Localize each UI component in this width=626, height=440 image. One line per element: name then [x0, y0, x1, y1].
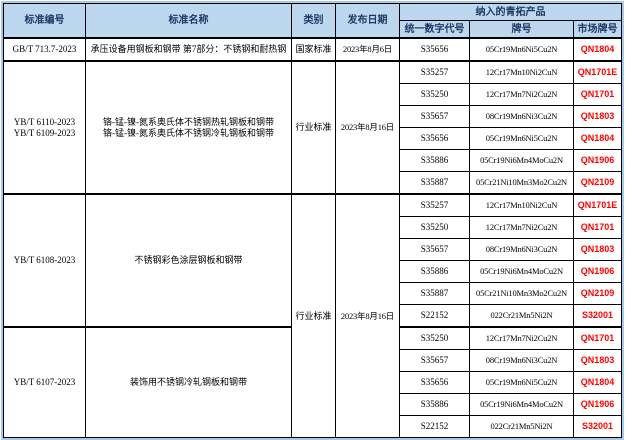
unified-code-cell: S35887: [399, 282, 470, 305]
market-grade-cell: QN1803: [572, 349, 623, 372]
unified-code-cell: S22152: [399, 304, 470, 328]
header-publish-date: 发布日期: [335, 3, 400, 39]
grade-cell: 05Cr19Mn6Ni5Cu2N: [469, 371, 574, 394]
table-row: S22152 022Cr21Mn5Ni2N S32001: [4, 415, 623, 438]
standard-name-cell: 装饰用不锈钢冷轧钢板和钢带: [85, 326, 292, 438]
grade-cell: 05Cr21Ni10Mn3Mo2Cu2N: [469, 282, 574, 305]
grade-cell: 12Cr17Mn10Ni2CuN: [469, 193, 574, 217]
table-row: S35250 12Cr17Mn7Ni2Cu2N QN1701: [4, 83, 623, 106]
market-grade-cell: QN2109: [572, 171, 623, 195]
market-grade-cell: QN1804: [572, 371, 623, 394]
grade-cell: 05Cr19Mn6Ni5Cu2N: [469, 37, 574, 62]
table-row: YB/T 6107-2023 装饰用不锈钢冷轧钢板和钢带 S35250 12Cr17M…: [3, 326, 623, 438]
header-unified-code: 统一数字代号: [399, 20, 470, 39]
standard-name-cell: 承压设备用钢板和钢带 第7部分：不锈钢和耐热钢: [85, 37, 292, 62]
unified-code-cell: S35250: [399, 326, 470, 350]
market-grade-cell: QN1701E: [572, 193, 623, 217]
table-row: S35656 05Cr19Mn6Ni5Cu2N QN1804: [4, 127, 623, 150]
unified-code-cell: S35886: [399, 149, 470, 172]
header-products-group: 纳入的青拓产品: [398, 3, 623, 21]
standard-name-cell: 不锈钢彩色涂层钢板和钢带: [85, 193, 292, 328]
header-market-grade: 市场牌号: [572, 20, 623, 39]
header-grade: 牌号: [469, 20, 574, 39]
market-grade-cell: QN1906: [572, 393, 623, 416]
grade-cell: 05Cr19Ni6Mn4MoCu2N: [469, 393, 574, 416]
market-grade-cell: QN1701: [572, 83, 623, 106]
standard-number-cell: YB/T 6108-2023: [3, 193, 86, 328]
grade-cell: 08Cr19Mn6Ni3Cu2N: [469, 238, 574, 261]
market-grade-cell: QN1701: [572, 326, 623, 350]
table-body: GB/T 713.7-2023 承压设备用钢板和钢带 第7部分：不锈钢和耐热钢 国家…: [3, 37, 623, 438]
unified-code-cell: S35656: [399, 371, 470, 394]
grade-cell: 022Cr21Mn5Ni2N: [469, 304, 574, 328]
publish-date-cell: 2023年8月16日: [335, 193, 400, 438]
table-row: S35657 08Cr19Mn6Ni3Cu2N QN1803: [4, 105, 623, 128]
header-standard-name: 标准名称: [85, 3, 292, 39]
table-row: GB/T 713.7-2023 承压设备用钢板和钢带 第7部分：不锈钢和耐热钢 国家…: [3, 37, 623, 62]
unified-code-cell: S22152: [399, 415, 470, 438]
table-row: S35886 05Cr19Ni6Mn4MoCu2N QN1906: [4, 149, 623, 172]
grade-cell: 12Cr17Mn10Ni2CuN: [469, 60, 574, 84]
header-standard-number: 标准编号: [3, 3, 86, 39]
table-row: S35887 05Cr21Ni10Mn3Mo2Cu2N QN2109: [4, 282, 623, 305]
publish-date-cell: 2023年8月16日: [335, 60, 400, 195]
unified-code-cell: S35250: [399, 216, 470, 239]
standard-name-cell: 铬-锰-镍-氮系奥氏体不锈钢热轧钢板和钢带 铬-锰-镍-氮系奥氏体不锈钢冷轧钢板…: [85, 60, 292, 195]
market-grade-cell: QN2109: [572, 282, 623, 305]
standard-number-cell: GB/T 713.7-2023: [3, 37, 86, 62]
grade-cell: 022Cr21Mn5Ni2N: [469, 415, 574, 438]
unified-code-cell: S35887: [399, 171, 470, 195]
category-cell: 国家标准: [291, 37, 336, 62]
market-grade-cell: QN1906: [572, 149, 623, 172]
table-row: S35250 12Cr17Mn7Ni2Cu2N QN1701: [4, 216, 623, 239]
unified-code-cell: S35886: [399, 260, 470, 283]
unified-code-cell: S35886: [399, 393, 470, 416]
standard-number-cell: YB/T 6107-2023: [3, 326, 86, 438]
market-grade-cell: QN1906: [572, 260, 623, 283]
table-row: YB/T 6108-2023 不锈钢彩色涂层钢板和钢带 行业标准 2023年8月16日…: [3, 193, 623, 438]
unified-code-cell: S35657: [399, 349, 470, 372]
unified-code-cell: S35656: [399, 37, 470, 62]
grade-cell: 12Cr17Mn7Ni2Cu2N: [469, 216, 574, 239]
grade-cell: 08Cr19Mn6Ni3Cu2N: [469, 105, 574, 128]
market-grade-cell: S32001: [572, 415, 623, 438]
unified-code-cell: S35657: [399, 238, 470, 261]
table-row: S35886 05Cr19Ni6Mn4MoCu2N QN1906: [4, 260, 623, 283]
grade-cell: 12Cr17Mn7Ni2Cu2N: [469, 326, 574, 350]
market-grade-cell: QN1803: [572, 238, 623, 261]
unified-code-cell: S35257: [399, 60, 470, 84]
unified-code-cell: S35257: [399, 193, 470, 217]
table-row: S35656 05Cr19Mn6Ni5Cu2N QN1804: [4, 371, 623, 394]
market-grade-cell: QN1804: [572, 127, 623, 150]
table-header: 标准编号 标准名称 类别 发布日期 纳入的青拓产品 统一数字代号 牌号 市场牌号: [3, 3, 623, 39]
publish-date-cell: 2023年8月6日: [335, 37, 400, 62]
market-grade-cell: QN1701E: [572, 60, 623, 84]
header-row-top: 标准编号 标准名称 类别 发布日期 纳入的青拓产品: [3, 3, 623, 39]
table-row: S35887 05Cr21Ni10Mn3Mo2Cu2N QN2109: [4, 171, 623, 195]
market-grade-cell: S32001: [572, 304, 623, 328]
grade-cell: 05Cr19Ni6Mn4MoCu2N: [469, 260, 574, 283]
unified-code-cell: S35656: [399, 127, 470, 150]
category-cell: 行业标准: [291, 193, 336, 438]
table-row: S22152 022Cr21Mn5Ni2N S32001: [4, 304, 623, 328]
table-row: S35657 08Cr19Mn6Ni3Cu2N QN1803: [4, 238, 623, 261]
category-cell: 行业标准: [291, 60, 336, 195]
table-row: YB/T 6110-2023 YB/T 6109-2023 铬-锰-镍-氮系奥氏体…: [3, 60, 623, 195]
standards-table: 标准编号 标准名称 类别 发布日期 纳入的青拓产品 统一数字代号 牌号 市场牌号…: [3, 3, 623, 438]
grade-cell: 05Cr19Mn6Ni5Cu2N: [469, 127, 574, 150]
market-grade-cell: QN1804: [572, 37, 623, 62]
unified-code-cell: S35657: [399, 105, 470, 128]
grade-cell: 12Cr17Mn7Ni2Cu2N: [469, 83, 574, 106]
standard-number-cell: YB/T 6110-2023 YB/T 6109-2023: [3, 60, 86, 195]
market-grade-cell: QN1803: [572, 105, 623, 128]
unified-code-cell: S35250: [399, 83, 470, 106]
grade-cell: 08Cr19Mn6Ni3Cu2N: [469, 349, 574, 372]
grade-cell: 05Cr19Ni6Mn4MoCu2N: [469, 149, 574, 172]
grade-cell: 05Cr21Ni10Mn3Mo2Cu2N: [469, 171, 574, 195]
header-category: 类别: [291, 3, 336, 39]
table-row: S35886 05Cr19Ni6Mn4MoCu2N QN1906: [4, 393, 623, 416]
market-grade-cell: QN1701: [572, 216, 623, 239]
